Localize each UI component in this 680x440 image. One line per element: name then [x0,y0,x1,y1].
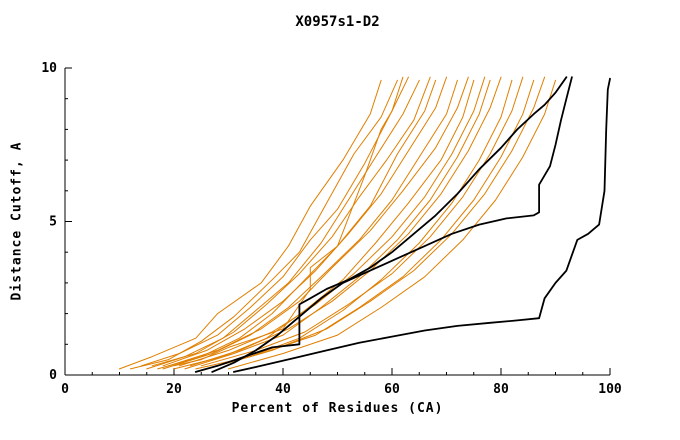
x-tick-label: 0 [61,382,69,397]
x-axis-label: Percent of Residues (CA) [231,401,444,416]
y-tick-label: 10 [41,61,57,76]
curve-orange-15 [200,76,524,367]
curve-black-2 [211,76,573,373]
curve-orange-4 [146,79,420,370]
x-tick-label: 100 [598,382,622,397]
curve-orange-7 [162,76,447,367]
chart-title: X0957s1-D2 [295,14,380,30]
y-axis-label: Distance Cutoff, A [9,141,25,301]
curve-orange-18 [228,79,556,370]
curve-orange-11 [178,76,486,367]
curve-orange-13 [189,76,502,367]
curve-orange-9 [168,76,469,367]
curve-orange-19 [173,76,404,367]
x-tick-label: 40 [275,382,291,397]
curve-orange-1 [119,79,382,370]
x-tick-label: 60 [384,382,400,397]
curve-orange-5 [151,76,431,367]
y-tick-label: 0 [49,368,57,383]
curve-black-1 [194,76,568,373]
y-tick-label: 5 [49,215,57,230]
curve-orange-10 [173,79,475,370]
curve-black-3 [232,77,611,373]
x-tick-label: 80 [493,382,509,397]
curve-orange-12 [184,79,491,370]
curve-orange-8 [162,79,458,370]
x-tick-label: 20 [166,382,182,397]
curve-orange-6 [157,79,437,370]
curve-orange-3 [140,76,409,367]
